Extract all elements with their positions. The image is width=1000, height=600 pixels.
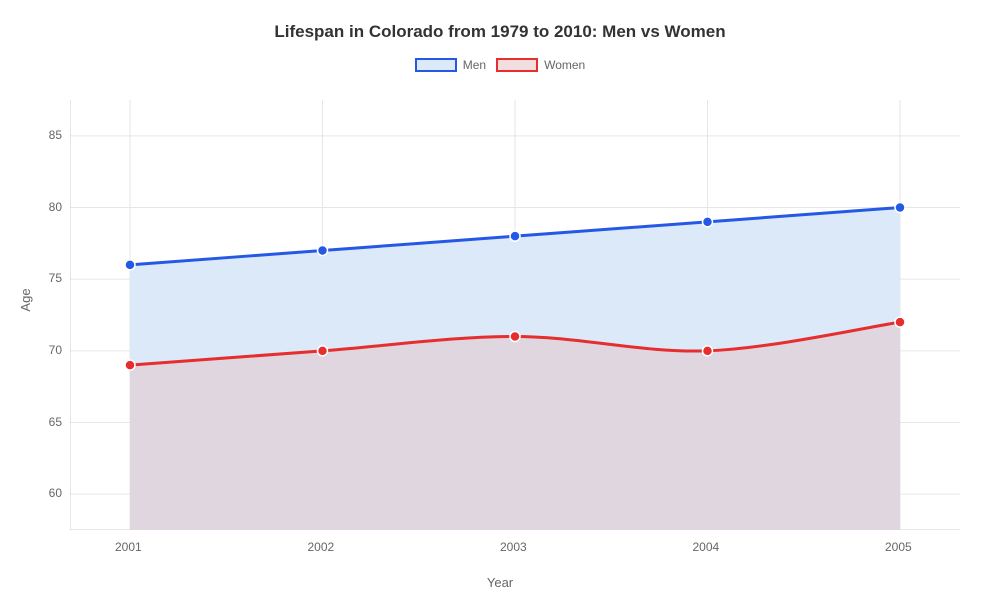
x-axis-label: Year [487, 575, 513, 590]
y-tick-label: 65 [49, 415, 62, 429]
plot-area [70, 100, 960, 530]
chart-title: Lifespan in Colorado from 1979 to 2010: … [0, 0, 1000, 42]
legend-label-women: Women [544, 58, 585, 72]
y-tick-label: 80 [49, 200, 62, 214]
x-tick-label: 2004 [693, 540, 720, 554]
chart-container: Lifespan in Colorado from 1979 to 2010: … [0, 0, 1000, 600]
x-tick-label: 2001 [115, 540, 142, 554]
y-axis-label: Age [18, 288, 33, 311]
x-tick-label: 2002 [308, 540, 335, 554]
y-tick-label: 85 [49, 128, 62, 142]
legend: Men Women [0, 58, 1000, 72]
y-tick-label: 60 [49, 486, 62, 500]
legend-swatch-women [496, 58, 538, 72]
x-tick-label: 2003 [500, 540, 527, 554]
legend-item-women[interactable]: Women [496, 58, 585, 72]
x-tick-label: 2005 [885, 540, 912, 554]
legend-item-men[interactable]: Men [415, 58, 486, 72]
y-tick-label: 70 [49, 343, 62, 357]
y-tick-label: 75 [49, 271, 62, 285]
legend-label-men: Men [463, 58, 486, 72]
legend-swatch-men [415, 58, 457, 72]
